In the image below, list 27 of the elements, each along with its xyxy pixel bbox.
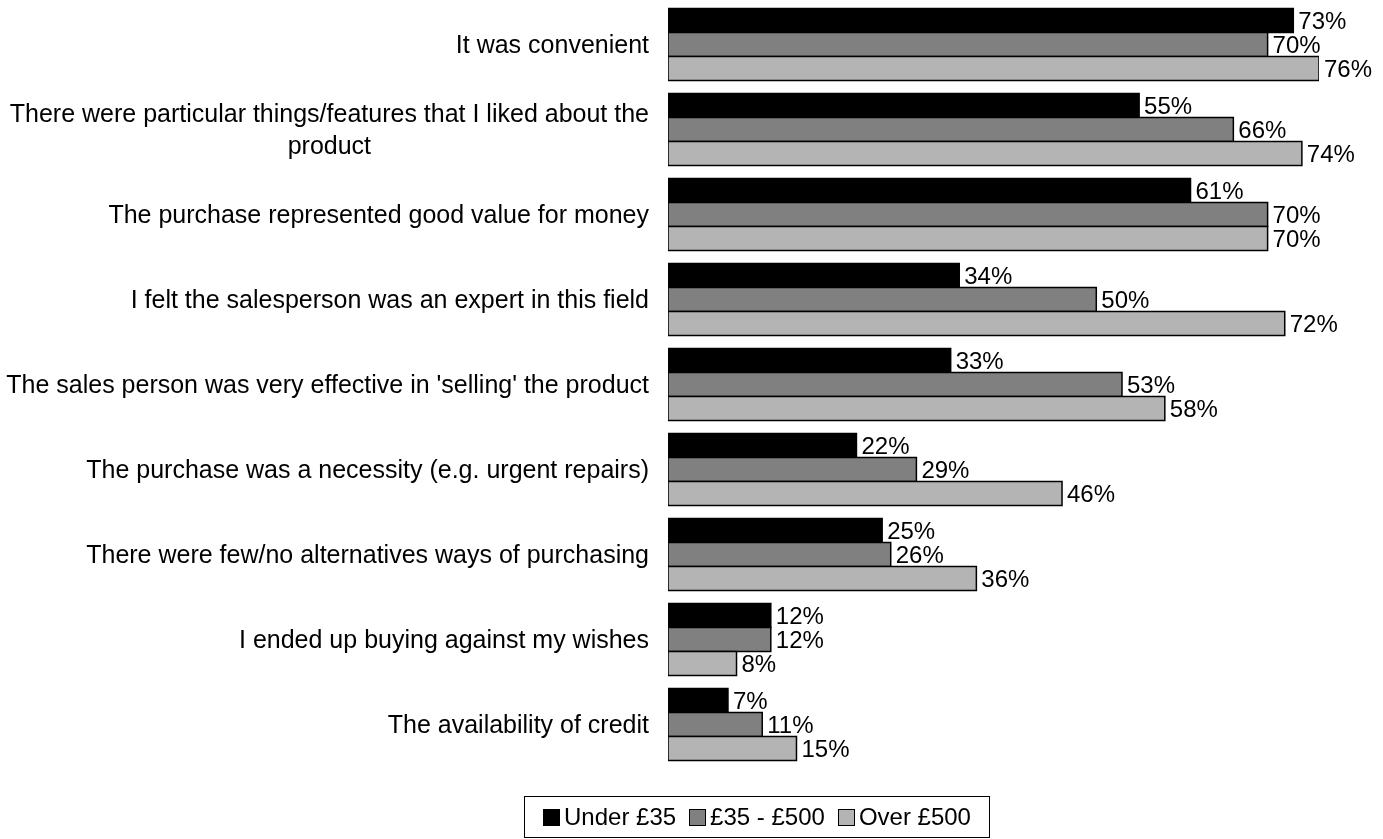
y-tick-label: The purchase was a necessity (e.g. urgent repairs) xyxy=(86,454,649,483)
y-tick-label: There were few/no alternatives ways of purchasing xyxy=(86,539,649,568)
data-label: 66% xyxy=(1238,115,1287,143)
data-label: 33% xyxy=(955,346,1004,374)
data-label: 50% xyxy=(1101,285,1150,313)
data-label: 76% xyxy=(1324,54,1373,82)
data-label: 22% xyxy=(861,431,910,459)
y-tick-label: It was convenient xyxy=(455,29,650,58)
y-tick-label: I ended up buying against my wishes xyxy=(239,624,649,653)
y-tick-label: I felt the salesperson was an expert in this field xyxy=(130,284,649,313)
data-label: 29% xyxy=(921,455,970,483)
data-label: 46% xyxy=(1067,479,1116,507)
data-label: 72% xyxy=(1289,309,1338,337)
y-tick-label: There were particular things/features that I liked about the product xyxy=(9,99,649,159)
y-tick-label: The purchase represented good value for money xyxy=(108,199,650,228)
legend-label: Under £35 xyxy=(564,803,677,831)
data-label: 61% xyxy=(1195,176,1244,204)
y-tick-label: The sales person was very effective in 'selling' the product xyxy=(6,369,650,398)
y-tick-label: The availability of credit xyxy=(387,709,650,738)
data-label: 74% xyxy=(1306,139,1355,167)
legend-label: Over £500 xyxy=(858,803,971,831)
data-label: 34% xyxy=(964,261,1013,289)
data-label: 36% xyxy=(981,564,1030,592)
data-label: 7% xyxy=(732,686,768,714)
data-label: 8% xyxy=(741,649,777,677)
data-label: 55% xyxy=(1144,91,1193,119)
legend-label: £35 - £500 xyxy=(710,803,825,831)
